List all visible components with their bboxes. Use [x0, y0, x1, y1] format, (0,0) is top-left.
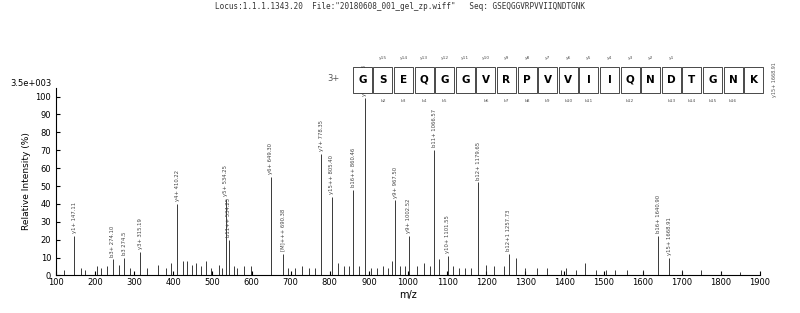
Text: y13: y13 [420, 56, 428, 60]
Text: b3: b3 [401, 99, 406, 103]
Text: b2: b2 [380, 99, 386, 103]
Text: y3+ 315.19: y3+ 315.19 [138, 218, 143, 249]
Text: y15: y15 [378, 56, 387, 60]
Text: N: N [646, 75, 655, 85]
Text: b3+ 274.10: b3+ 274.10 [110, 225, 115, 257]
Text: y11: y11 [462, 56, 470, 60]
Text: V: V [544, 75, 552, 85]
Text: b8: b8 [524, 99, 530, 103]
Text: y8+ 889.43: y8+ 889.43 [362, 64, 367, 95]
Text: b11++ 534.25: b11++ 534.25 [226, 198, 231, 237]
Text: b16+ 1640.90: b16+ 1640.90 [656, 195, 661, 233]
Text: y9+ 1002.52: y9+ 1002.52 [406, 199, 411, 233]
Text: b4: b4 [422, 99, 427, 103]
Text: b11+ 1066.57: b11+ 1066.57 [431, 109, 437, 147]
Text: G: G [708, 75, 717, 85]
Text: b16: b16 [729, 99, 738, 103]
Text: y4: y4 [607, 56, 612, 60]
Text: 3+: 3+ [328, 74, 340, 83]
Text: Q: Q [420, 75, 429, 85]
Text: G: G [461, 75, 470, 85]
Text: y6: y6 [566, 56, 571, 60]
Text: y15++ 805.40: y15++ 805.40 [330, 155, 334, 194]
Text: y15+ 1668.91: y15+ 1668.91 [772, 62, 777, 97]
Text: S: S [379, 75, 386, 85]
Text: D: D [667, 75, 676, 85]
Text: Q: Q [626, 75, 634, 85]
Text: P: P [523, 75, 531, 85]
Text: V: V [482, 75, 490, 85]
Text: G: G [441, 75, 449, 85]
Text: y15+ 1668.91: y15+ 1668.91 [666, 217, 672, 255]
Text: b16++ 860.46: b16++ 860.46 [350, 147, 356, 187]
Text: y5: y5 [586, 56, 592, 60]
X-axis label: m/z: m/z [399, 290, 417, 300]
Text: b10: b10 [564, 99, 573, 103]
Y-axis label: Relative Intensity (%): Relative Intensity (%) [22, 133, 31, 230]
Text: K: K [750, 75, 758, 85]
Text: y10+ 1101.55: y10+ 1101.55 [445, 215, 450, 253]
Text: y8: y8 [525, 56, 530, 60]
Text: y7+ 778.35: y7+ 778.35 [318, 120, 324, 151]
Text: [M]+++ 690.38: [M]+++ 690.38 [280, 209, 286, 251]
Text: y12: y12 [441, 56, 449, 60]
Text: y1: y1 [669, 56, 674, 60]
Text: b12: b12 [626, 99, 634, 103]
Text: b12+1 1257.73: b12+1 1257.73 [506, 210, 511, 251]
Text: b6: b6 [483, 99, 489, 103]
Text: E: E [400, 75, 407, 85]
Text: N: N [729, 75, 738, 85]
Text: b9: b9 [545, 99, 550, 103]
Text: y3: y3 [627, 56, 633, 60]
Text: y9: y9 [504, 56, 509, 60]
Text: y6+ 649.30: y6+ 649.30 [268, 143, 274, 174]
Text: y14: y14 [399, 56, 407, 60]
Text: y5+ 534.25: y5+ 534.25 [223, 165, 229, 196]
Text: y10: y10 [482, 56, 490, 60]
Text: b5: b5 [442, 99, 447, 103]
Text: b15: b15 [708, 99, 717, 103]
Text: R: R [502, 75, 510, 85]
Text: I: I [607, 75, 611, 85]
Text: b12+ 1179.65: b12+ 1179.65 [476, 141, 481, 180]
Text: V: V [564, 75, 572, 85]
Text: I: I [587, 75, 591, 85]
Text: y4+ 410.22: y4+ 410.22 [175, 170, 180, 201]
Text: G: G [358, 75, 366, 85]
Text: b7: b7 [504, 99, 510, 103]
Text: 3.5e+003: 3.5e+003 [10, 79, 51, 88]
Text: b11: b11 [585, 99, 593, 103]
Text: Locus:1.1.1.1343.20  File:"20180608_001_gel_zp.wiff"   Seq: GSEQGGVRPVVIIQNDTGNK: Locus:1.1.1.1343.20 File:"20180608_001_g… [215, 2, 585, 11]
Text: y7: y7 [545, 56, 550, 60]
Text: y2: y2 [648, 56, 654, 60]
Text: b14: b14 [688, 99, 696, 103]
Text: b13: b13 [667, 99, 675, 103]
Text: y1+ 147.11: y1+ 147.11 [72, 202, 77, 233]
Text: y9+ 967.50: y9+ 967.50 [393, 167, 398, 198]
Text: b3 274.5: b3 274.5 [122, 231, 126, 255]
Text: T: T [688, 75, 695, 85]
